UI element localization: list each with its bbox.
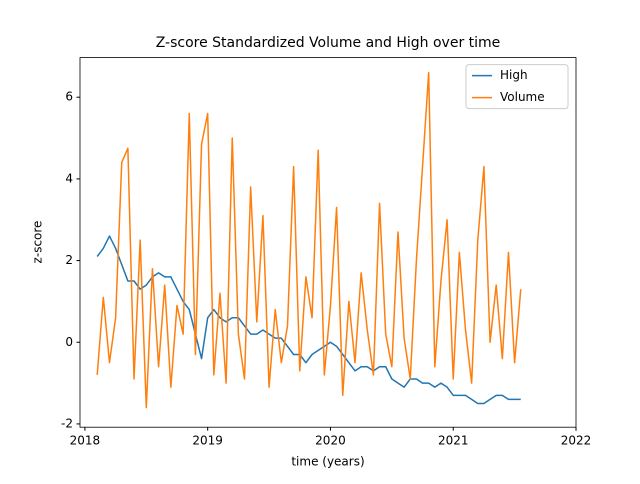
x-tick-label: 2020 [315,434,346,448]
legend-label: High [500,68,528,82]
y-tick-label: 6 [65,90,73,104]
y-tick-label: -2 [61,416,73,430]
y-tick-label: 4 [65,171,73,185]
axes-frame [79,57,577,428]
x-tick-label: 2021 [438,434,469,448]
chart-title: Z-score Standardized Volume and High ove… [156,35,501,51]
line-series [96,71,522,409]
x-tick-label: 2019 [192,434,223,448]
x-tick-label: 2022 [561,434,592,448]
line-series [96,235,521,405]
y-axis-label: z-score [31,221,45,264]
x-axis-label: time (years) [291,455,364,469]
y-tick-label: 0 [65,335,73,349]
y-tick-label: 2 [65,253,73,267]
x-tick-label: 2018 [70,434,101,448]
legend-label: Volume [500,90,545,104]
